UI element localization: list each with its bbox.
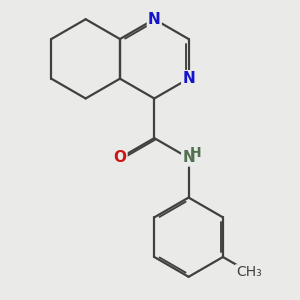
- Text: O: O: [113, 150, 127, 165]
- Text: N: N: [182, 150, 195, 165]
- Text: CH₃: CH₃: [236, 265, 262, 279]
- Text: H: H: [190, 146, 202, 160]
- Text: N: N: [148, 12, 161, 27]
- Text: N: N: [182, 71, 195, 86]
